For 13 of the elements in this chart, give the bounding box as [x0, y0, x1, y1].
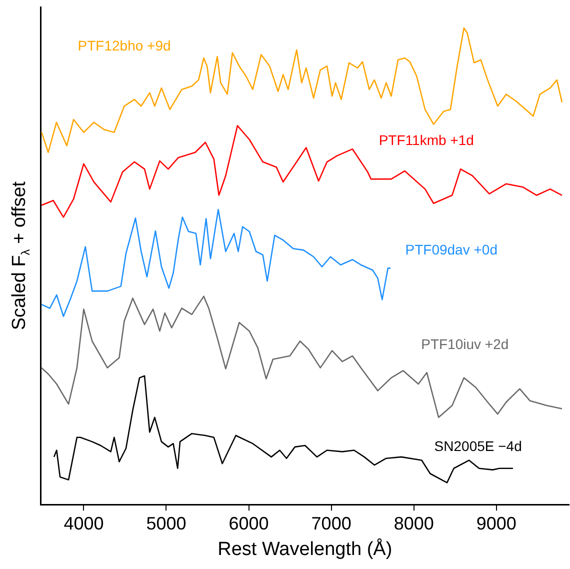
x-tick-label: 6000: [228, 513, 269, 534]
series-label: PTF09dav +0d: [405, 242, 498, 258]
x-tick-label: 5000: [146, 513, 186, 534]
series-label: PTF11kmb +1d: [378, 132, 474, 148]
x-tick-label: 4000: [64, 513, 104, 534]
series-label: PTF10iuv +2d: [421, 336, 509, 352]
x-tick-label: 7000: [311, 513, 352, 534]
x-tick-label: 8000: [394, 513, 434, 534]
x-tick-label: 9000: [476, 513, 516, 534]
series-label: SN2005E −4d: [434, 438, 522, 454]
x-axis-title: Rest Wavelength (Å): [218, 538, 392, 560]
text: PTF12bho +9d: [78, 38, 171, 54]
y-axis-title: Scaled Fλ + offset: [9, 180, 32, 330]
